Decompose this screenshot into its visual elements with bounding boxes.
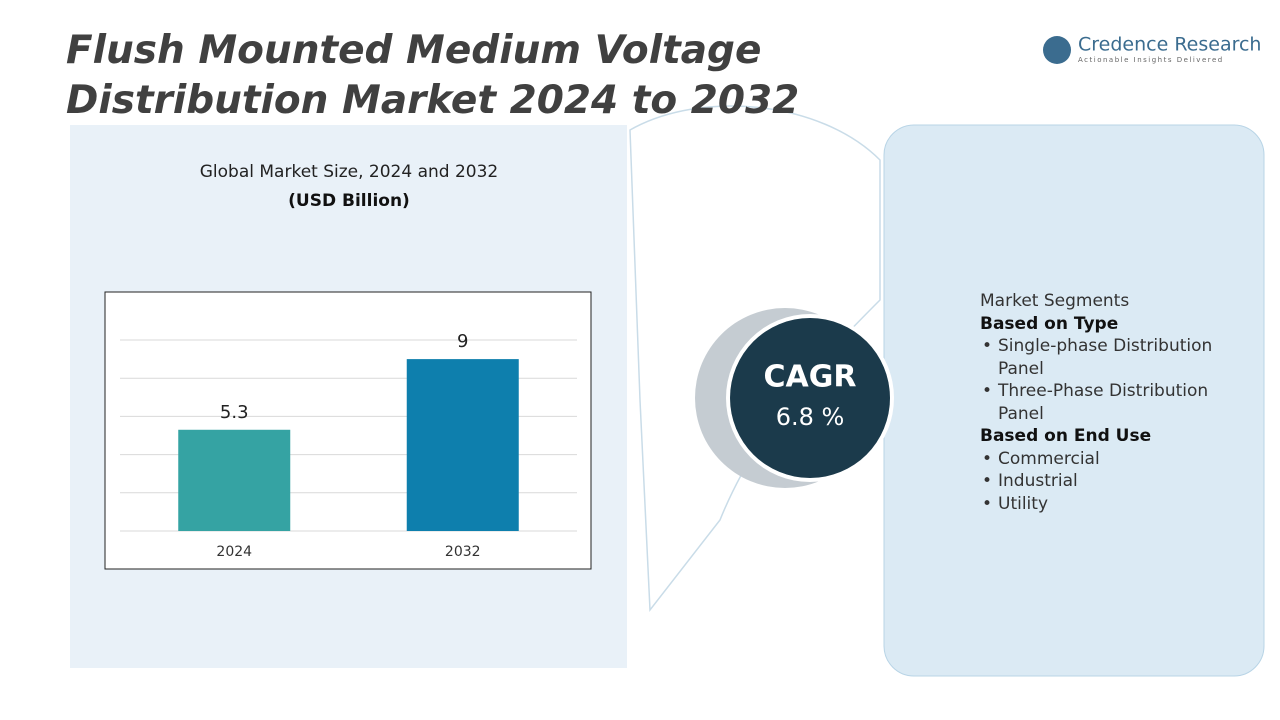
cagr-label: CAGR bbox=[764, 360, 857, 395]
segment-item: Commercial bbox=[982, 448, 1240, 471]
segment-item: Industrial bbox=[982, 470, 1240, 493]
x-tick-label: 2024 bbox=[216, 544, 252, 560]
data-label: 9 bbox=[457, 331, 468, 352]
cagr-circle bbox=[730, 318, 890, 478]
chart-title: Global Market Size, 2024 and 2032 bbox=[200, 162, 499, 182]
segment-groups: Based on TypeSingle-phase Distribution P… bbox=[980, 313, 1240, 516]
data-label: 5.3 bbox=[220, 402, 249, 423]
segment-item: Three-Phase Distribution Panel bbox=[982, 380, 1240, 425]
bar bbox=[406, 359, 519, 531]
segment-item: Single-phase Distribution Panel bbox=[982, 335, 1240, 380]
bar bbox=[178, 429, 291, 531]
plot: 2024 5.3 2032 9 bbox=[120, 331, 577, 560]
x-tick-label: 2032 bbox=[445, 544, 481, 560]
logo-tagline: Actionable Insights Delivered bbox=[1078, 56, 1224, 64]
logo-icon bbox=[1043, 36, 1071, 64]
segment-list: Single-phase Distribution PanelThree-Pha… bbox=[980, 335, 1240, 425]
segment-item: Utility bbox=[982, 493, 1240, 516]
segments-title: Market Segments bbox=[980, 291, 1130, 311]
segment-heading: Based on Type bbox=[980, 313, 1119, 334]
segments: Market Segments Based on TypeSingle-phas… bbox=[980, 290, 1240, 515]
segment-list: CommercialIndustrialUtility bbox=[980, 448, 1240, 516]
logo-name: Credence Research bbox=[1078, 34, 1261, 56]
segment-heading: Based on End Use bbox=[980, 426, 1152, 446]
page-title: Flush Mounted Medium Voltage Distributio… bbox=[66, 28, 800, 123]
cagr-value: 6.8 % bbox=[776, 403, 845, 431]
chart-subtitle: (USD Billion) bbox=[288, 191, 410, 211]
